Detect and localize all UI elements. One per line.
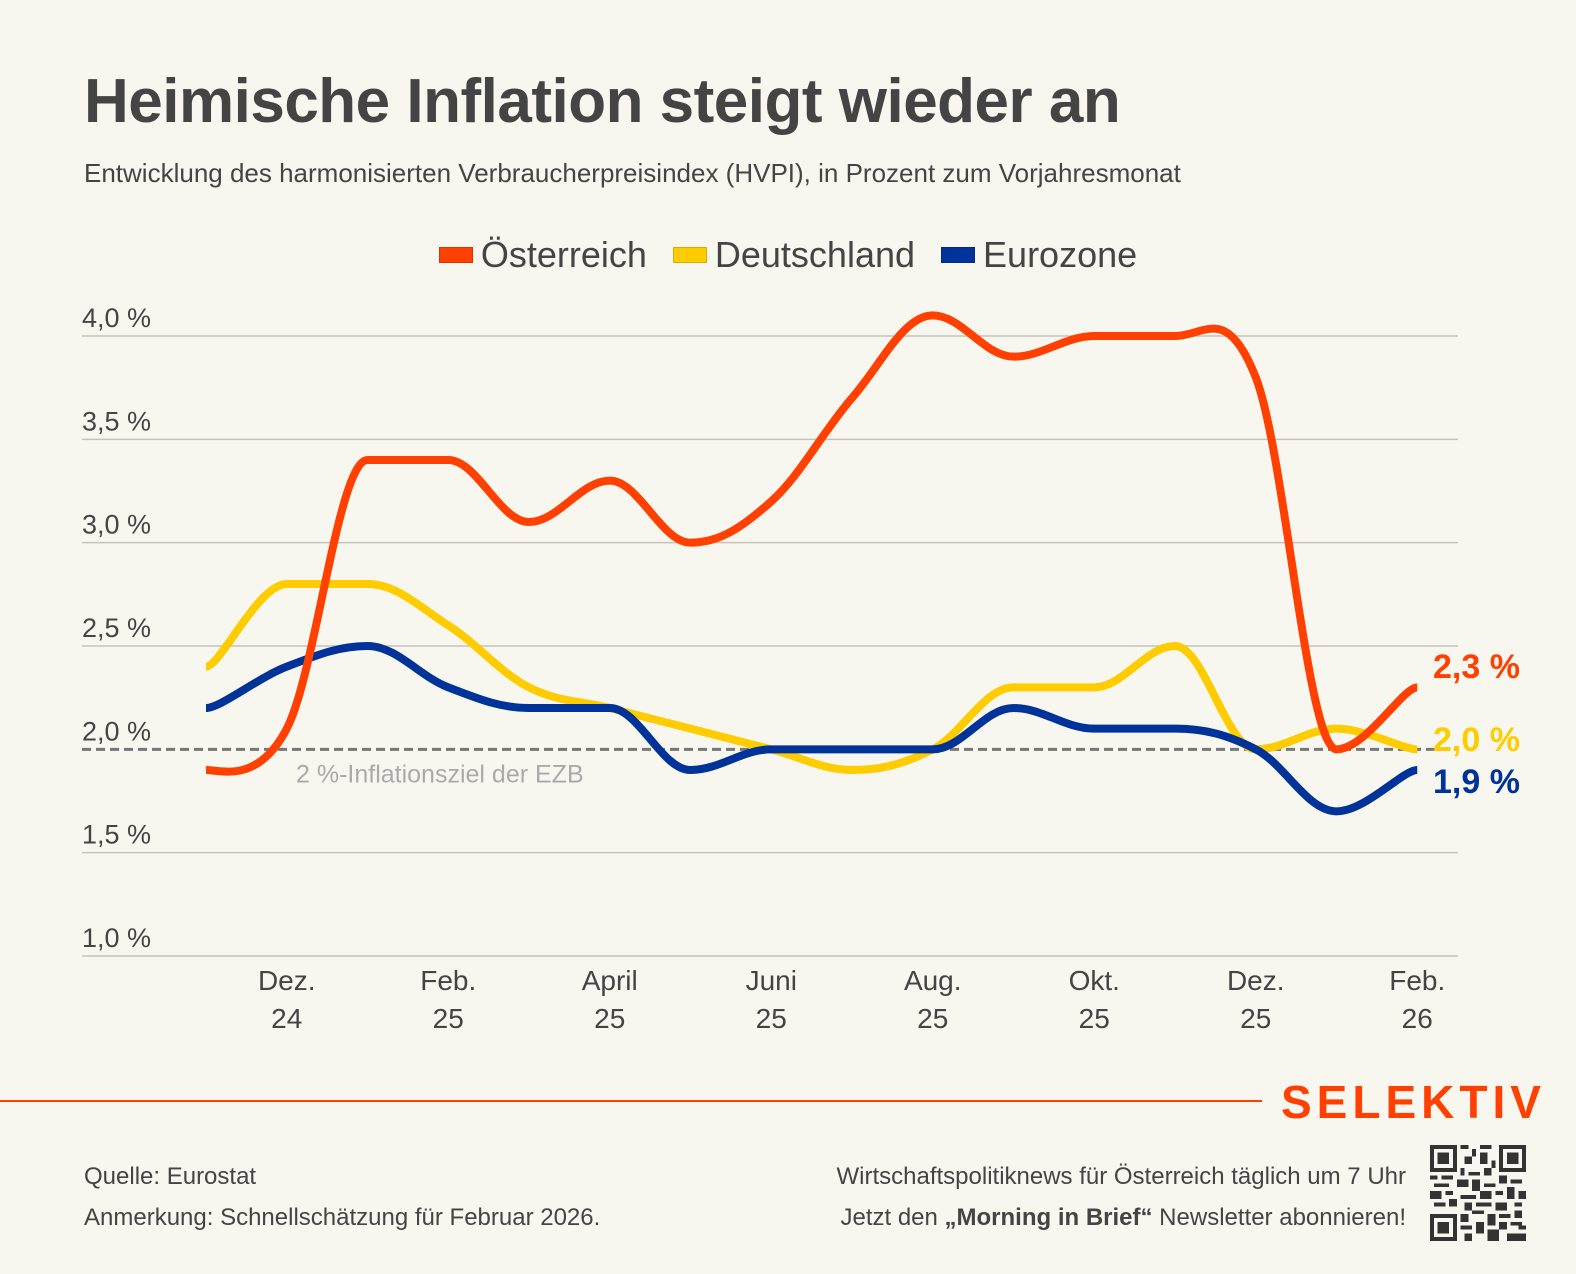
x-tick-label: 25 <box>1240 1003 1271 1034</box>
x-tick-label: Okt. <box>1069 965 1120 996</box>
x-tick-label: Dez. <box>258 965 316 996</box>
legend-item-oesterreich: Österreich <box>438 234 647 276</box>
note-text: Anmerkung: Schnellschätzung für Februar … <box>84 1204 601 1231</box>
legend-item-deutschland: Deutschland <box>672 234 916 276</box>
y-tick-label: 1,5 % <box>82 820 151 850</box>
x-tick-label: April <box>582 965 638 996</box>
series-lines <box>204 311 1419 816</box>
promo-suffix: Newsletter abonnieren! <box>1152 1204 1406 1231</box>
chart-subtitle: Entwicklung des harmonisierten Verbrauch… <box>84 158 1181 188</box>
series-line-eurozone <box>205 642 1419 816</box>
end-value-labels: 2,3 % 2,0 % 1,9 % <box>1433 648 1520 801</box>
x-tick-label: 25 <box>917 1003 948 1034</box>
target-label: 2 %-Inflationsziel der EZB <box>296 760 584 788</box>
footer-divider <box>0 1100 1262 1102</box>
legend-swatch-deutschland <box>672 247 707 263</box>
qr-code-icon[interactable] <box>1428 1145 1528 1241</box>
brand-logo: SELEKTIV <box>1281 1076 1546 1128</box>
legend-label: Deutschland <box>714 234 916 275</box>
x-tick-label: 26 <box>1402 1003 1433 1034</box>
x-tick-label: Dez. <box>1227 965 1285 996</box>
y-tick-label: 2,0 % <box>82 716 151 746</box>
x-tick-label: 25 <box>594 1003 625 1034</box>
x-tick-label: 24 <box>271 1003 302 1034</box>
y-tick-label: 3,0 % <box>82 510 151 540</box>
target-reference: 2 %-Inflationsziel der EZB <box>82 747 1458 788</box>
newsletter-name: „Morning in Brief“ <box>944 1204 1153 1231</box>
x-tick-label: 25 <box>433 1003 464 1034</box>
legend-swatch-oesterreich <box>438 247 473 263</box>
y-tick-label: 3,5 % <box>82 406 151 436</box>
legend-item-eurozone: Eurozone <box>941 234 1137 276</box>
promo-prefix: Jetzt den <box>840 1204 945 1231</box>
promo-line-2[interactable]: Jetzt den „Morning in Brief“ Newsletter … <box>836 1197 1406 1238</box>
legend-label: Österreich <box>480 234 647 275</box>
y-tick-label: 2,5 % <box>82 613 151 643</box>
chart-title: Heimische Inflation steigt wieder an <box>84 67 1121 136</box>
x-tick-label: 25 <box>1079 1003 1110 1034</box>
y-axis-labels: 4,0 % 3,5 % 3,0 % 2,5 % 2,0 % 1,5 % 1,0 % <box>82 303 151 953</box>
x-tick-label: Feb. <box>1389 965 1445 996</box>
line-chart: 4,0 % 3,5 % 3,0 % 2,5 % 2,0 % 1,5 % 1,0 % Dez.… <box>82 303 1520 1034</box>
newsletter-promo: Wirtschaftspolitiknews für Österreich tä… <box>836 1156 1406 1238</box>
legend: Österreich Deutschland Eurozone <box>0 234 1576 276</box>
x-tick-label: Aug. <box>904 965 962 996</box>
x-axis-labels: Dez. 24 Feb. 25 April 25 Juni 25 Aug. 25 Okt. 25 Dez… <box>258 965 1445 1034</box>
series-line-oesterreich <box>205 311 1419 776</box>
series-line-deutschland <box>204 580 1418 774</box>
legend-label: Eurozone <box>983 234 1138 275</box>
end-label-eurozone: 1,9 % <box>1433 763 1520 801</box>
y-tick-label: 1,0 % <box>82 923 151 953</box>
footer-notes: Quelle: Eurostat Anmerkung: Schnellschät… <box>84 1156 600 1238</box>
end-label-deutschland: 2,0 % <box>1433 721 1520 759</box>
x-tick-label: 25 <box>756 1003 787 1034</box>
x-tick-label: Feb. <box>420 965 476 996</box>
end-label-oesterreich: 2,3 % <box>1433 648 1520 686</box>
source-text: Quelle: Eurostat <box>84 1163 257 1190</box>
x-tick-label: Juni <box>746 965 797 996</box>
grid-lines <box>82 335 1458 957</box>
promo-line-1: Wirtschaftspolitiknews für Österreich tä… <box>836 1163 1406 1190</box>
legend-swatch-eurozone <box>941 247 976 263</box>
y-tick-label: 4,0 % <box>82 303 151 333</box>
